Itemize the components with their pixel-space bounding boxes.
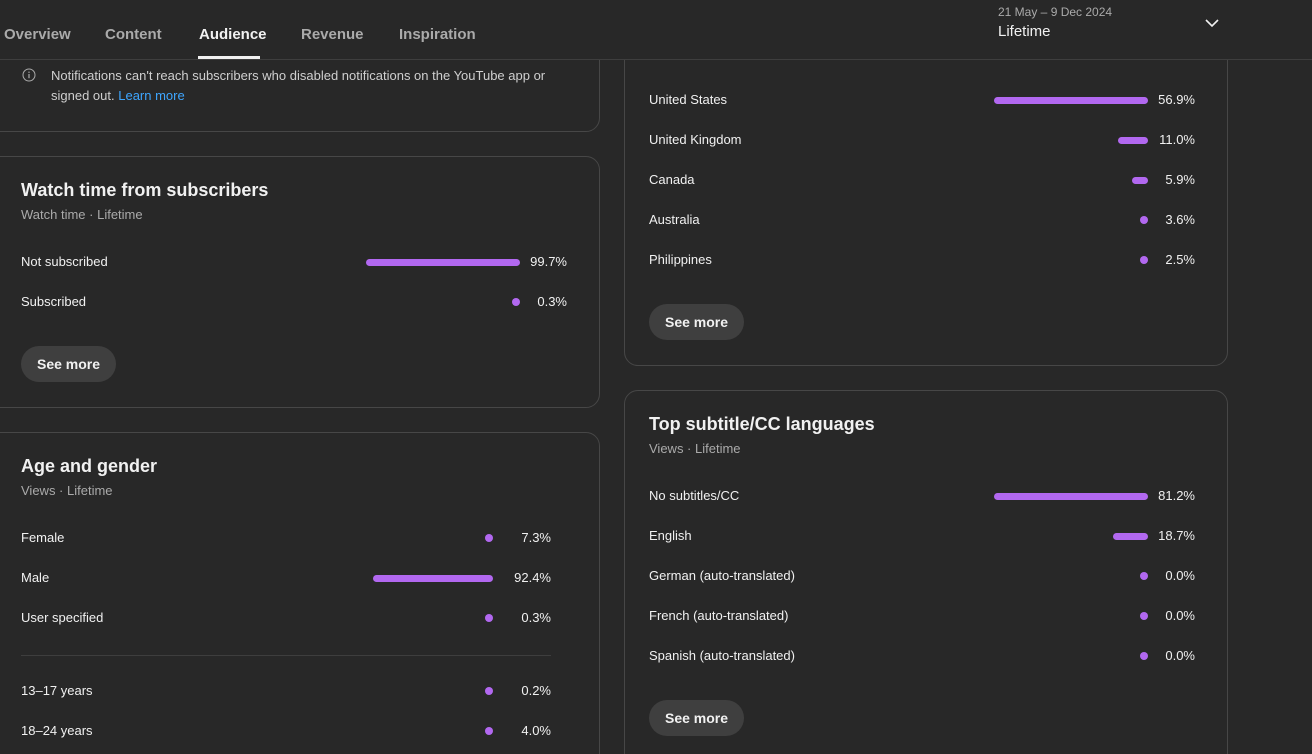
subtitles-title: Top subtitle/CC languages	[649, 414, 875, 434]
row-percentage: 99.7%	[530, 254, 567, 269]
row-dot	[485, 727, 493, 735]
row-label: United States	[649, 92, 728, 107]
row-dot	[512, 298, 520, 306]
watch-time-see-more-button[interactable]: See more	[21, 346, 117, 382]
row-label: Subscribed	[21, 294, 87, 309]
row-bar	[994, 97, 1148, 104]
learn-more-link[interactable]: Learn more	[118, 88, 185, 103]
row-percentage: 3.6%	[1165, 212, 1195, 227]
row-bar	[1118, 137, 1148, 144]
subtitles-card	[624, 390, 1228, 754]
row-dot	[1140, 256, 1148, 264]
row-label: 13–17 years	[21, 683, 93, 698]
row-percentage: 4.0%	[521, 723, 551, 738]
age-gender-subtitle: Views · Lifetime	[21, 483, 113, 498]
row-label: 18–24 years	[21, 723, 93, 738]
top-bar: Overview Content Audience Revenue Inspir…	[0, 0, 1312, 60]
row-label: Philippines	[649, 252, 712, 267]
row-bar	[366, 259, 520, 266]
subtitles-see-more-button[interactable]: See more	[649, 700, 745, 736]
row-percentage: 0.2%	[521, 683, 551, 698]
row-dot	[1140, 216, 1148, 224]
row-label: Spanish (auto-translated)	[649, 648, 795, 663]
row-label: User specified	[21, 610, 104, 625]
row-percentage: 0.0%	[1165, 608, 1195, 623]
row-label: Australia	[649, 212, 700, 227]
row-label: Female	[21, 530, 65, 545]
row-label: Not subscribed	[21, 254, 108, 269]
age-gender-divider	[21, 655, 551, 656]
geography-see-more-button[interactable]: See more	[649, 304, 745, 340]
date-range-label: 21 May – 9 Dec 2024	[998, 5, 1113, 19]
row-label: German (auto-translated)	[649, 568, 795, 583]
row-dot	[485, 687, 493, 695]
row-percentage: 5.9%	[1165, 172, 1195, 187]
row-bar	[1132, 177, 1148, 184]
tab-revenue[interactable]: Revenue	[301, 26, 364, 43]
info-icon	[22, 68, 36, 82]
row-percentage: 7.3%	[521, 530, 551, 545]
row-label: Canada	[649, 172, 695, 187]
row-label: Male	[21, 570, 50, 585]
row-dot	[485, 614, 493, 622]
age-gender-card	[0, 432, 600, 754]
active-tab-indicator	[198, 56, 260, 59]
watch-time-subtitle: Watch time · Lifetime	[21, 207, 143, 222]
row-percentage: 92.4%	[514, 570, 551, 585]
tab-overview[interactable]: Overview	[4, 26, 71, 43]
row-dot	[1140, 612, 1148, 620]
tab-content[interactable]: Content	[105, 26, 162, 43]
watch-time-title: Watch time from subscribers	[21, 180, 269, 200]
notice-text: Notifications can't reach subscribers wh…	[51, 68, 546, 103]
row-label: English	[649, 528, 692, 543]
row-percentage: 2.5%	[1165, 252, 1195, 267]
row-percentage: 11.0%	[1159, 132, 1195, 147]
row-percentage: 56.9%	[1158, 92, 1195, 107]
row-bar	[994, 493, 1148, 500]
row-percentage: 0.0%	[1165, 648, 1195, 663]
age-gender-title: Age and gender	[21, 456, 158, 476]
row-bar	[1112, 533, 1148, 540]
date-range-value: Lifetime	[998, 23, 1051, 40]
row-bar	[373, 575, 493, 582]
row-label: No subtitles/CC	[649, 488, 740, 503]
row-percentage: 81.2%	[1158, 488, 1195, 503]
notice-message: Notifications can't reach subscribers wh…	[51, 66, 571, 106]
chevron-down-icon[interactable]	[1203, 16, 1221, 30]
row-label: United Kingdom	[649, 132, 742, 147]
tab-audience[interactable]: Audience	[199, 26, 267, 43]
row-dot	[485, 534, 493, 542]
row-percentage: 0.3%	[537, 294, 567, 309]
row-percentage: 18.7%	[1158, 528, 1195, 543]
row-label: French (auto-translated)	[649, 608, 789, 623]
row-dot	[1140, 572, 1148, 580]
row-percentage: 0.0%	[1165, 568, 1195, 583]
tab-inspiration[interactable]: Inspiration	[399, 26, 476, 43]
row-percentage: 0.3%	[521, 610, 551, 625]
subtitles-subtitle: Views · Lifetime	[649, 441, 741, 456]
row-dot	[1140, 652, 1148, 660]
